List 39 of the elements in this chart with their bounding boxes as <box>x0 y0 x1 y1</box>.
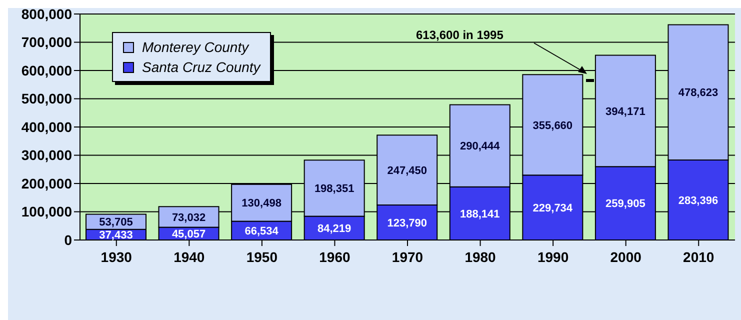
x-tick-label: 1980 <box>464 248 496 265</box>
y-tick-label: 200,000 <box>21 175 72 192</box>
y-tick-label: 0 <box>64 232 72 248</box>
data-label: 84,219 <box>318 223 352 236</box>
y-tick-label: 700,000 <box>21 34 72 50</box>
data-label: 66,534 <box>244 226 280 238</box>
y-tick-label: 600,000 <box>21 62 72 78</box>
y-tick-label: 800,000 <box>21 6 72 22</box>
data-label: 394,171 <box>606 106 646 118</box>
data-label: 229,734 <box>532 202 574 214</box>
data-label: 198,351 <box>314 183 354 196</box>
x-tick-label: 2010 <box>683 248 714 265</box>
data-label: 73,032 <box>172 212 206 224</box>
data-label: 247,450 <box>387 164 427 177</box>
x-tick-label: 1970 <box>392 248 424 265</box>
data-label: 355,660 <box>532 120 573 132</box>
annotation: 613,600 in 1995 <box>416 28 504 42</box>
x-tick-label: 1990 <box>537 248 569 265</box>
x-tick-label: 1950 <box>246 248 278 265</box>
data-label: 53,705 <box>99 216 133 229</box>
x-tick-label: 2000 <box>610 248 642 265</box>
y-tick-label: 500,000 <box>21 90 72 107</box>
data-label: 259,905 <box>606 198 646 210</box>
x-tick-label: 1940 <box>174 248 205 265</box>
y-tick-label: 300,000 <box>21 147 72 164</box>
data-label: 283,396 <box>678 194 718 207</box>
x-tick-label: 1960 <box>319 248 351 265</box>
data-label: 130,498 <box>242 198 282 210</box>
legend-label: Monterey County <box>141 39 250 55</box>
data-label: 290,444 <box>460 140 501 153</box>
data-label: 45,057 <box>172 228 206 241</box>
data-label: 188,141 <box>460 208 500 220</box>
data-label: 123,790 <box>387 217 427 230</box>
data-label: 478,623 <box>678 87 718 100</box>
legend-label: Santa Cruz County <box>141 59 260 75</box>
data-label: 37,433 <box>99 230 133 242</box>
x-tick-label: 1930 <box>100 248 132 265</box>
y-tick-label: 400,000 <box>21 118 72 135</box>
y-tick-label: 100,000 <box>21 204 72 220</box>
